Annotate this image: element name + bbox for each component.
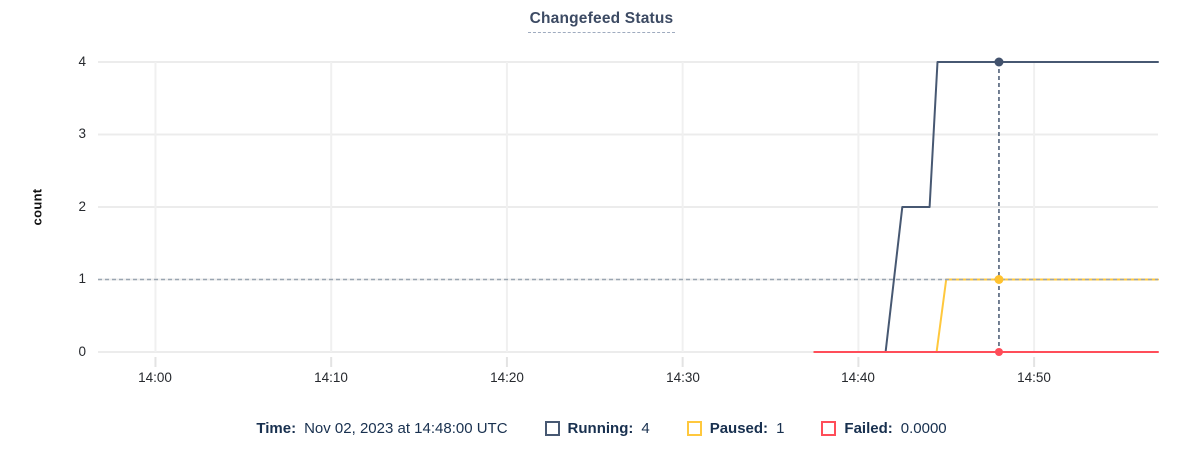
y-tick-label-2: 2 bbox=[78, 199, 86, 214]
legend-time-label: Time: bbox=[256, 420, 297, 437]
legend-paused-value: 1 bbox=[776, 420, 785, 437]
hover-legend: Time: Nov 02, 2023 at 14:48:00 UTC Runni… bbox=[0, 420, 1203, 437]
y-tick-label-3: 3 bbox=[78, 126, 86, 141]
x-tick-label-1420: 14:20 bbox=[490, 370, 524, 385]
legend-paused-label: Paused: bbox=[709, 420, 769, 437]
legend-time: Time: Nov 02, 2023 at 14:48:00 UTC bbox=[256, 420, 507, 437]
x-tick-label-1450: 14:50 bbox=[1017, 370, 1051, 385]
legend-running-label: Running: bbox=[567, 420, 634, 437]
chart-title[interactable]: Changefeed Status bbox=[527, 10, 676, 33]
legend-running: Running: 4 bbox=[544, 420, 650, 437]
legend-running-value: 4 bbox=[641, 420, 650, 437]
failed-series-swatch-icon bbox=[821, 421, 837, 436]
x-tick-label-1400: 14:00 bbox=[138, 370, 172, 385]
y-tick-label-4: 4 bbox=[78, 54, 86, 69]
legend-failed: Failed: 0.0000 bbox=[821, 420, 947, 437]
legend-time-value: Nov 02, 2023 at 14:48:00 UTC bbox=[304, 420, 508, 437]
y-tick-label-1: 1 bbox=[78, 271, 86, 286]
paused-series-swatch-icon bbox=[686, 421, 702, 436]
legend-failed-label: Failed: bbox=[844, 420, 893, 437]
x-tick-label-1440: 14:40 bbox=[841, 370, 875, 385]
y-tick-label-0: 0 bbox=[78, 344, 86, 359]
legend-paused: Paused: 1 bbox=[686, 420, 785, 437]
chart-header: Changefeed Status bbox=[0, 10, 1203, 33]
running-series-swatch-icon bbox=[544, 421, 560, 436]
x-tick-label-1410: 14:10 bbox=[314, 370, 348, 385]
legend-failed-value: 0.0000 bbox=[900, 420, 947, 437]
x-tick-label-1430: 14:30 bbox=[666, 370, 700, 385]
